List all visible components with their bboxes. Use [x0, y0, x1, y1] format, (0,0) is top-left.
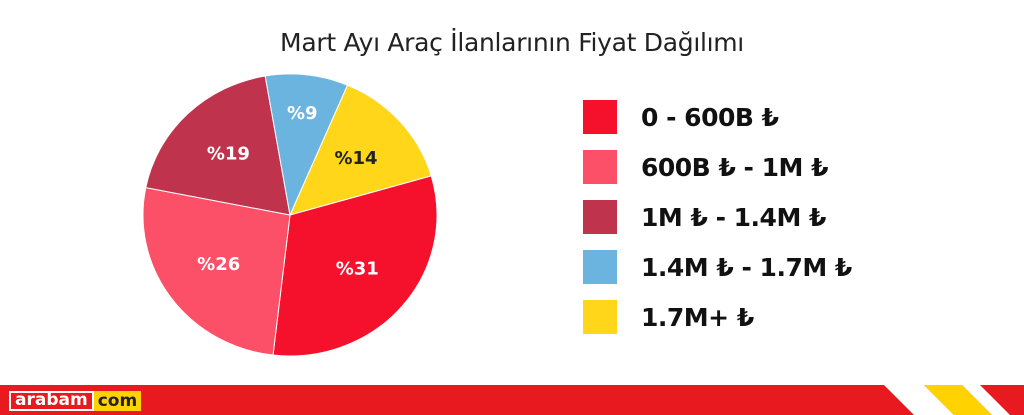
pie-slice-2 — [145, 75, 291, 216]
legend-label: 1.7M+ ₺ — [641, 303, 754, 332]
legend-item-3: 1.4M ₺ - 1.7M ₺ — [583, 250, 903, 286]
pie-chart: %14 %31 %26 %19 %9 — [135, 70, 445, 360]
pie-slice-label-0: %31 — [336, 259, 379, 280]
legend-swatch — [583, 300, 617, 334]
legend-swatch — [583, 200, 617, 234]
logo-text-secondary: com — [93, 391, 142, 411]
legend-swatch — [583, 250, 617, 284]
pie-chart-svg: %14 %31 %26 %19 %9 — [142, 73, 438, 357]
stripe-white-2 — [962, 385, 1010, 415]
pie-slice-label-2: %19 — [207, 143, 250, 164]
legend-item-4: 1.7M+ ₺ — [583, 300, 903, 336]
legend-label: 600B ₺ - 1M ₺ — [641, 153, 829, 182]
pie-slice-label-4: %14 — [334, 148, 377, 169]
legend-item-2: 1M ₺ - 1.4M ₺ — [583, 200, 903, 236]
chart-title: Mart Ayı Araç İlanlarının Fiyat Dağılımı — [280, 28, 744, 57]
legend-label: 1M ₺ - 1.4M ₺ — [641, 203, 826, 232]
footer-background — [0, 385, 1024, 415]
legend-swatch — [583, 100, 617, 134]
logo-text-primary: arabam — [9, 391, 94, 411]
pie-slice-0 — [272, 175, 438, 357]
legend-label: 0 - 600B ₺ — [641, 103, 779, 132]
pie-slice-1 — [142, 187, 291, 356]
pie-slice-4 — [289, 84, 432, 216]
pie-slice-label-3: %9 — [287, 103, 318, 124]
legend-label: 1.4M ₺ - 1.7M ₺ — [641, 253, 852, 282]
stripe-white-1 — [884, 385, 954, 415]
decorative-stripes — [884, 385, 1010, 415]
pie-slice-label-1: %26 — [197, 254, 240, 275]
brand-logo: arabam com — [9, 391, 142, 411]
legend-swatch — [583, 150, 617, 184]
pie-slice-3 — [264, 73, 349, 217]
legend-item-1: 600B ₺ - 1M ₺ — [583, 150, 903, 186]
legend-item-0: 0 - 600B ₺ — [583, 100, 903, 136]
stripe-yellow — [924, 385, 992, 415]
footer-bar: arabam com — [0, 385, 1024, 415]
